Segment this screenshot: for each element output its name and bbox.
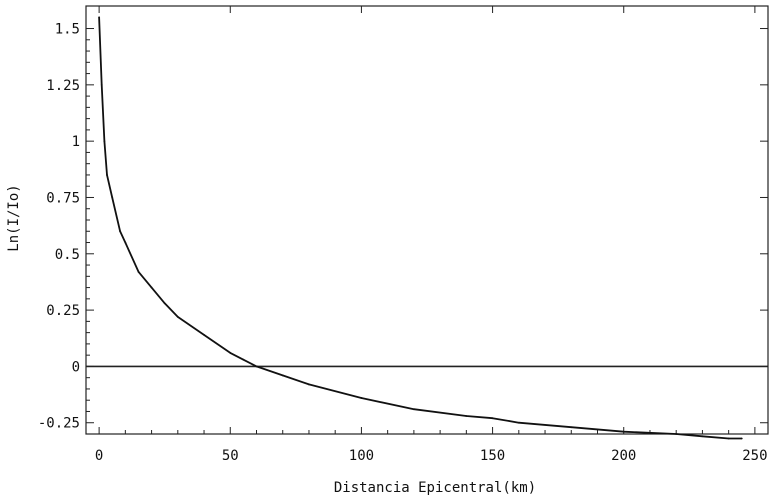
data-point — [111, 196, 114, 199]
data-point — [360, 397, 363, 399]
data-point — [137, 270, 140, 273]
x-tick-label: 50 — [222, 448, 239, 464]
y-tick-label: 0 — [72, 359, 80, 375]
x-tick-label: 150 — [480, 448, 505, 464]
data-point — [255, 365, 258, 368]
x-axis-title: Distancia Epicentral(km) — [334, 480, 536, 496]
y-axis-title: Ln(I/Io) — [6, 184, 22, 251]
data-point — [124, 241, 127, 244]
data-point — [675, 433, 678, 435]
data-point — [106, 174, 108, 176]
data-point — [103, 140, 106, 143]
data-point — [701, 435, 704, 438]
y-tick-label: 0.5 — [55, 247, 80, 263]
data-point — [740, 437, 743, 440]
data-point — [517, 421, 520, 424]
data-point — [281, 374, 284, 377]
data-point — [163, 302, 166, 305]
x-tick-label: 100 — [349, 448, 374, 464]
plot-frame — [85, 5, 769, 435]
y-tick-label: 0.25 — [46, 303, 80, 319]
x-tick-label: 200 — [611, 448, 636, 464]
y-tick-label: 1 — [72, 134, 80, 150]
x-tick-label: 250 — [742, 448, 767, 464]
y-tick-label: 0.75 — [46, 190, 80, 206]
x-tick-label: 0 — [95, 448, 103, 464]
data-point — [150, 286, 153, 289]
y-tick-label: -0.25 — [38, 416, 80, 432]
data-point — [242, 358, 245, 361]
y-tick-label: 1.25 — [46, 78, 80, 94]
data-point — [465, 415, 468, 417]
data-point — [176, 315, 179, 318]
data-point — [229, 352, 232, 354]
data-point — [622, 430, 625, 433]
data-point — [98, 16, 101, 19]
series-line — [98, 17, 742, 440]
data-point — [412, 408, 415, 411]
data-point — [308, 383, 310, 386]
data-point — [491, 417, 494, 420]
data-point — [570, 426, 573, 429]
data-point — [119, 230, 121, 233]
data-point — [203, 333, 205, 336]
y-tick-label: 1.5 — [55, 22, 80, 38]
data-point — [100, 83, 103, 86]
data-point — [727, 437, 730, 440]
